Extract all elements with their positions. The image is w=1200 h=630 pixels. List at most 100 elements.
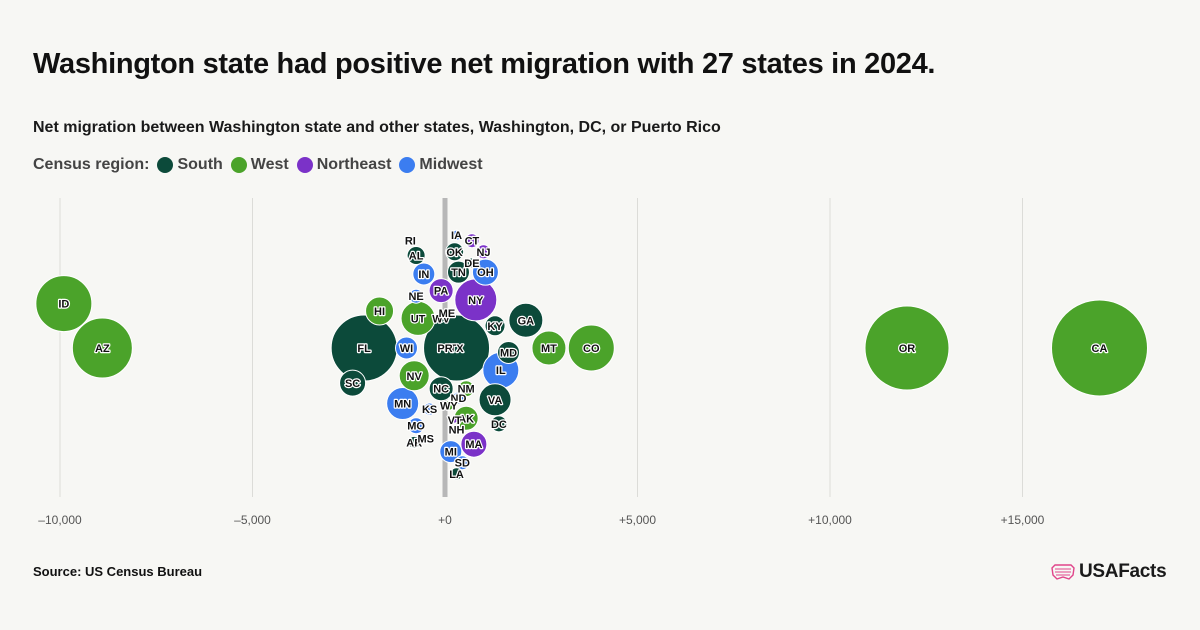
chart-title: Washington state had positive net migrat… bbox=[33, 48, 936, 80]
bubble-ga bbox=[508, 302, 544, 338]
bubble-ks bbox=[423, 402, 437, 416]
bubble-hi bbox=[365, 296, 395, 326]
bubble-label-wv: WV bbox=[432, 313, 450, 325]
bubble-ok bbox=[445, 242, 465, 262]
legend-label-west: West bbox=[250, 156, 289, 173]
legend-item-northeast: Northeast bbox=[296, 156, 392, 174]
bubble-id bbox=[35, 275, 93, 333]
bubble-label-tn: TN bbox=[451, 267, 466, 279]
bubble-nc bbox=[428, 376, 454, 402]
chart-subtitle: Net migration between Washington state a… bbox=[33, 119, 721, 136]
x-tick-label: +15,000 bbox=[1001, 513, 1045, 527]
bubble-label-wy: WY bbox=[440, 400, 458, 412]
bubble-dc bbox=[490, 415, 508, 433]
x-tick-label: +5,000 bbox=[619, 513, 656, 527]
bubble-label-id: ID bbox=[58, 299, 69, 311]
bubble-wi bbox=[395, 336, 418, 360]
bubble-mo bbox=[407, 417, 425, 435]
bubble-pr bbox=[441, 344, 449, 352]
bubble-label-vt: VT bbox=[448, 415, 462, 427]
x-tick-label: +0 bbox=[438, 513, 452, 527]
bubble-ne bbox=[408, 288, 424, 304]
bubble-label-sd: SD bbox=[455, 458, 470, 470]
bubble-wy bbox=[443, 399, 455, 411]
bubble-label-ks: KS bbox=[422, 404, 437, 416]
bubble-ri bbox=[406, 237, 414, 245]
bubble-label-pr: PR bbox=[437, 343, 452, 355]
bubble-label-nv: NV bbox=[407, 371, 423, 383]
brand-logo: USAFacts bbox=[1051, 561, 1167, 583]
bubble-label-nd: ND bbox=[451, 393, 467, 405]
bubble-ct bbox=[464, 233, 480, 249]
bubble-label-pa: PA bbox=[434, 286, 449, 298]
legend-item-south: South bbox=[157, 156, 223, 174]
bubble-label-il: IL bbox=[496, 365, 506, 377]
bubble-co bbox=[567, 324, 615, 372]
bubble-sd bbox=[454, 455, 470, 471]
bubble-label-nh: NH bbox=[449, 424, 465, 436]
bubble-az bbox=[71, 317, 133, 379]
bubble-ky bbox=[484, 315, 506, 337]
legend-item-midwest: Midwest bbox=[399, 156, 483, 174]
bubble-label-co: CO bbox=[583, 343, 600, 355]
bubble-nj bbox=[476, 244, 491, 260]
bubble-tn bbox=[446, 260, 470, 284]
bubble-label-nc: NC bbox=[433, 384, 449, 396]
x-tick-label: –5,000 bbox=[234, 513, 271, 527]
bubble-label-ga: GA bbox=[518, 315, 535, 327]
bubble-wv bbox=[436, 313, 446, 323]
bubble-label-hi: HI bbox=[374, 306, 385, 318]
bubble-me bbox=[442, 308, 452, 318]
bubble-label-mi: MI bbox=[445, 447, 457, 459]
bubble-label-ut: UT bbox=[411, 313, 426, 325]
bubble-tx bbox=[423, 314, 491, 382]
bubble-label-ma: MA bbox=[465, 439, 482, 451]
legend-item-west: West bbox=[230, 156, 289, 174]
bubble-label-ok: OK bbox=[446, 247, 463, 259]
bubble-label-ca: CA bbox=[1092, 343, 1108, 355]
bubble-la bbox=[450, 467, 464, 481]
bubble-or bbox=[864, 305, 950, 391]
legend-swatch-midwest bbox=[399, 157, 416, 173]
bubble-mt bbox=[531, 330, 567, 366]
legend-label-northeast: Northeast bbox=[316, 156, 392, 173]
bubble-label-mo: MO bbox=[407, 421, 425, 433]
bubble-ca bbox=[1051, 299, 1148, 397]
bubble-label-ms: MS bbox=[418, 434, 435, 446]
bubble-label-ak: AK bbox=[458, 413, 474, 425]
bubble-mi bbox=[439, 440, 463, 464]
bubble-mn bbox=[386, 387, 420, 420]
bubble-label-dc: DC bbox=[491, 419, 507, 431]
bubble-in bbox=[412, 262, 436, 286]
bubble-nd bbox=[451, 391, 465, 405]
bubble-nv bbox=[398, 360, 430, 392]
bubble-label-in: IN bbox=[418, 269, 429, 281]
legend-title: Census region: bbox=[33, 156, 150, 173]
bubble-label-or: OR bbox=[899, 343, 916, 355]
bubble-label-wi: WI bbox=[400, 343, 413, 355]
bubble-label-al: AL bbox=[409, 251, 424, 263]
bubble-label-oh: OH bbox=[477, 267, 494, 279]
bubble-label-tx: TX bbox=[450, 343, 465, 355]
bubble-label-ky: KY bbox=[487, 321, 503, 333]
bubble-pa bbox=[428, 278, 454, 304]
bubble-label-sc: SC bbox=[345, 378, 360, 390]
legend: Census region: South West Northeast Midw… bbox=[33, 156, 491, 174]
bubble-label-de: DE bbox=[464, 258, 479, 270]
bubble-label-ri: RI bbox=[405, 236, 416, 248]
bubble-label-fl: FL bbox=[357, 343, 371, 355]
x-tick-label: +10,000 bbox=[808, 513, 852, 527]
bubble-label-la: LA bbox=[449, 469, 464, 481]
bubble-ar bbox=[407, 435, 421, 449]
bubble-label-ny: NY bbox=[468, 295, 484, 307]
bubble-label-nm: NM bbox=[458, 384, 475, 396]
legend-swatch-west bbox=[230, 157, 247, 173]
bubble-label-me: ME bbox=[439, 308, 456, 320]
us-flag-map-icon bbox=[1051, 564, 1075, 580]
bubble-label-mn: MN bbox=[394, 399, 411, 411]
bubble-label-mt: MT bbox=[541, 343, 557, 355]
bubble-label-ar: AR bbox=[406, 437, 422, 449]
bubble-label-ct: CT bbox=[465, 236, 480, 248]
brand-name: USAFacts bbox=[1079, 561, 1167, 582]
bubble-nh bbox=[452, 424, 462, 434]
